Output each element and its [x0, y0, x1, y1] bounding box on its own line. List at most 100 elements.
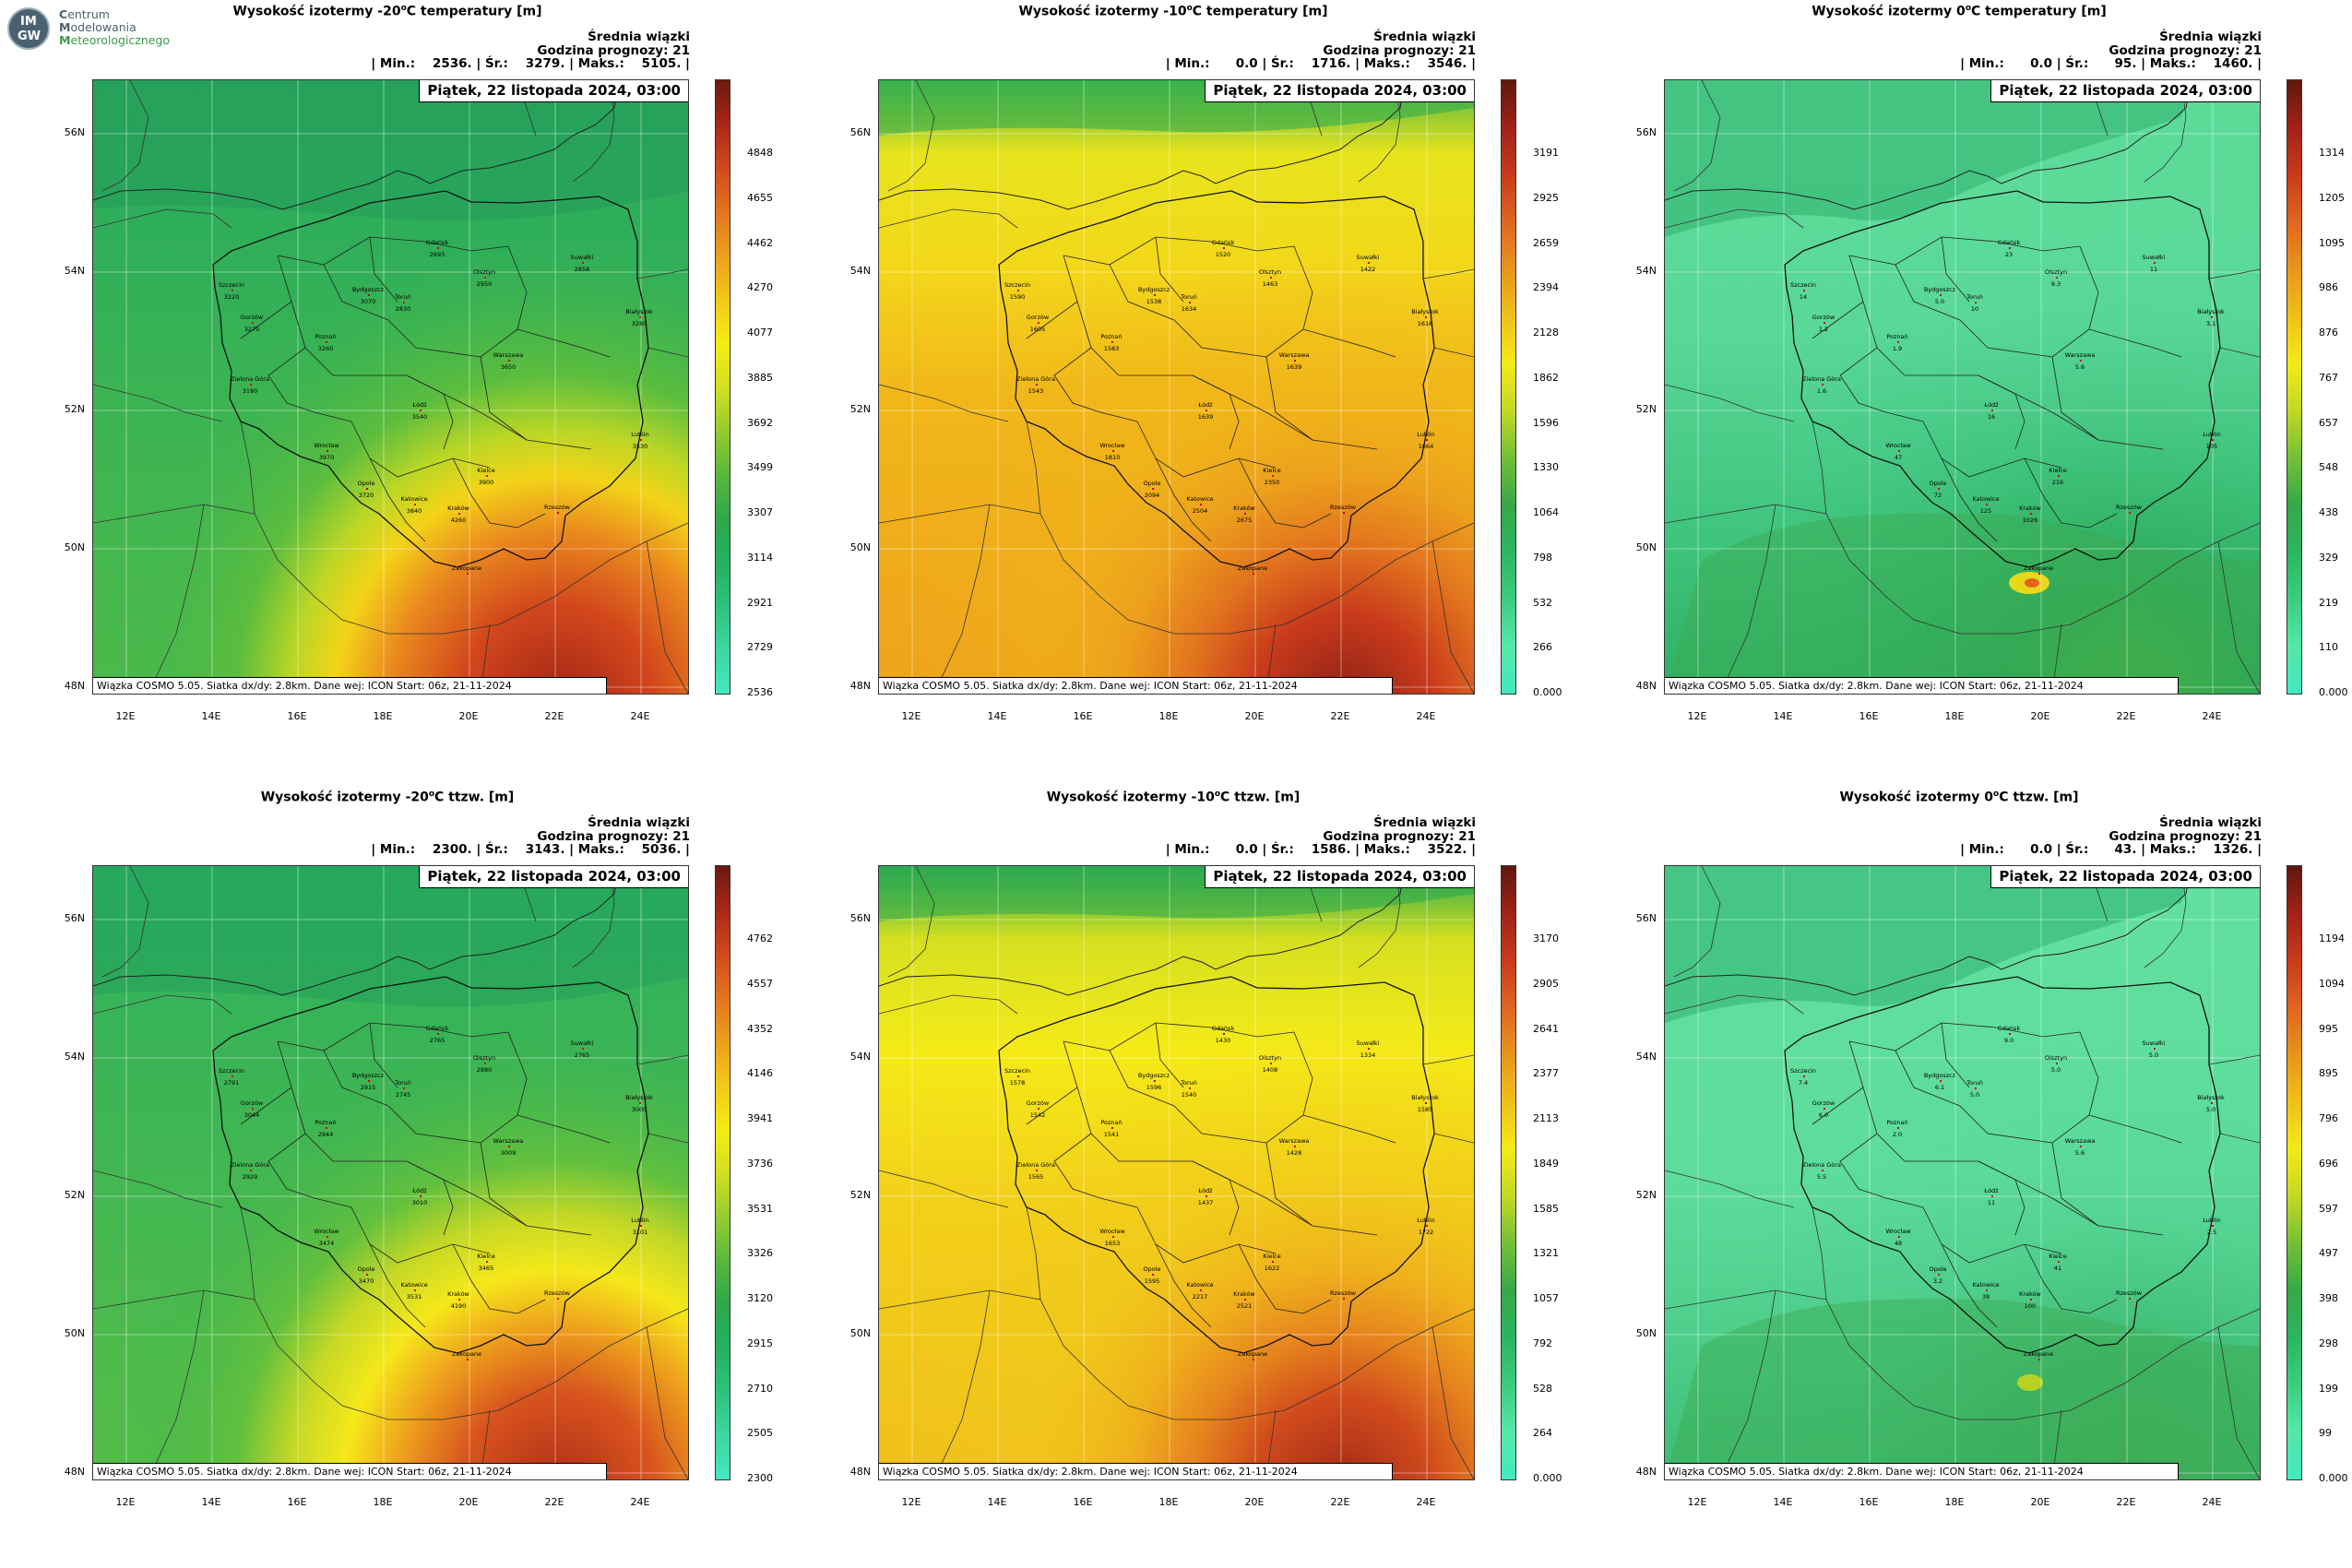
city-value: 1565: [1028, 1173, 1044, 1181]
scale-tick-label: 1849: [1533, 1157, 1559, 1170]
degree-sign: o: [1214, 790, 1220, 799]
lon-tick-label: 14E: [1773, 710, 1793, 722]
stats-line: | Min.: 2536. | Śr.: 3279. | Maks.: 5105…: [371, 56, 690, 71]
city-marker: [2211, 316, 2213, 318]
city-marker: [326, 341, 327, 343]
city-name: Wrocław: [1099, 1228, 1125, 1235]
voivodeship-border: [1941, 1022, 1970, 1088]
country-border: [2144, 80, 2187, 183]
panel-title-pre: Wysokość izotermy -10: [1046, 790, 1215, 805]
city-value: 105: [2205, 443, 2218, 450]
city-value: 2765: [574, 1051, 590, 1059]
panel-title: Wysokość izotermy 0oC temperatury [m]: [1572, 4, 2346, 19]
lat-tick-label: 48N: [849, 1466, 871, 1478]
panel-title-post: C temperatury [m]: [1192, 4, 1328, 19]
voivodeship-border: [2024, 457, 2118, 529]
city-marker: [232, 290, 233, 291]
country-border: [933, 1289, 991, 1479]
city-marker: [1986, 504, 1988, 505]
city-name: Gdańsk: [1997, 1025, 2021, 1032]
city-name: Katowice: [400, 1281, 428, 1289]
city-value: 1578: [1009, 1079, 1026, 1087]
scale-tick-label: 2128: [1533, 327, 1559, 339]
voivodeship-border: [1265, 1031, 1313, 1227]
voivodeship-border: [323, 236, 509, 266]
voivodeship-border: [350, 1206, 491, 1264]
lon-tick-label: 12E: [901, 1496, 921, 1508]
city-name: Katowice: [1972, 495, 2000, 503]
scale-tick-label: 199: [2319, 1382, 2338, 1395]
lat-tick-label: 48N: [1635, 680, 1657, 692]
city-value: 5.6: [2074, 363, 2085, 371]
city-marker: [1152, 488, 1154, 490]
city-name: Białystok: [1411, 308, 1439, 315]
city-marker: [2038, 1359, 2040, 1360]
date-box: Piątek, 22 listopada 2024, 03:00: [419, 80, 688, 102]
coastline: [879, 80, 1406, 210]
city-value: 2350: [1264, 479, 1280, 486]
date-box: Piątek, 22 listopada 2024, 03:00: [1990, 80, 2260, 102]
city-marker: [1036, 384, 1038, 386]
city-value: 47: [1894, 454, 1903, 461]
city-name: Kraków: [447, 1290, 469, 1298]
voivodeship-border: [1839, 1133, 1924, 1208]
city-marker: [582, 262, 584, 264]
color-scale-bar: [2287, 865, 2302, 1480]
city-value: 1422: [1360, 266, 1376, 273]
city-marker: [467, 573, 469, 575]
city-marker: [582, 1048, 584, 1050]
city-value: 2880: [476, 1066, 493, 1074]
country-border: [636, 1054, 688, 1065]
map-area: Gdańsk 1520 Suwałki 1422 Olsztyn 1463 Bydgoszc…: [878, 79, 1475, 695]
city-name: Kielce: [1263, 467, 1281, 474]
city-marker: [557, 512, 559, 514]
voivodeship-border: [480, 1031, 528, 1227]
city-value: 1520: [1215, 251, 1231, 258]
lon-tick-label: 22E: [2116, 1496, 2136, 1508]
city-marker: [486, 475, 488, 477]
stats-line: | Min.: 2300. | Śr.: 3143. | Maks.: 5036…: [371, 842, 690, 857]
color-scale-bar: [1501, 79, 1516, 695]
voivodeship-border: [1063, 1040, 1267, 1144]
city-name: Gorzów: [1812, 314, 1835, 321]
footer-note: Wiązka COSMO 5.05. Siatka dx/dy: 2.8km. …: [1665, 677, 2179, 694]
panel-title: Wysokość izotermy -10oC ttzw. [m]: [786, 790, 1561, 805]
country-border: [879, 504, 1041, 524]
city-marker: [1822, 1170, 1823, 1171]
voivodeship-border: [1155, 1022, 1184, 1088]
hotspot: [2017, 1374, 2043, 1391]
city-name: Kielce: [477, 467, 495, 474]
city-marker: [486, 1261, 488, 1263]
city-marker: [327, 1236, 328, 1238]
country-border: [1673, 866, 1721, 978]
country-border: [2217, 1326, 2260, 1479]
lat-tick-label: 54N: [849, 1051, 871, 1063]
city-name: Rzeszów: [2115, 504, 2143, 511]
city-marker: [368, 294, 370, 296]
city-marker: [366, 488, 368, 490]
city-value: 3.1: [2205, 320, 2216, 327]
panel-title: Wysokość izotermy -10oC temperatury [m]: [786, 4, 1561, 19]
city-value: 3270: [244, 326, 260, 333]
field-overlay: [879, 80, 1474, 694]
city-name: Opole: [1929, 1265, 1947, 1273]
panel-title-post: C ttzw. [m]: [1999, 790, 2079, 805]
lon-tick-label: 20E: [458, 710, 479, 722]
lon-tick-label: 12E: [901, 710, 921, 722]
city-name: Zakopane: [2023, 564, 2054, 572]
scale-tick-label: 4077: [747, 327, 773, 339]
city-marker: [1897, 1127, 1899, 1129]
footer-note: Wiązka COSMO 5.05. Siatka dx/dy: 2.8km. …: [93, 677, 607, 694]
voivodeship-border: [517, 1114, 611, 1144]
lon-tick-label: 24E: [630, 1496, 650, 1508]
scale-tick-label: 796: [2319, 1112, 2338, 1124]
city-marker: [1823, 322, 1825, 324]
city-value: 2.0: [1892, 1131, 1903, 1138]
city-name: Bydgoszcz: [351, 1072, 385, 1079]
country-border: [1719, 1289, 1776, 1479]
city-marker: [2080, 360, 2082, 362]
forecast-hour: Godzina prognozy: 21: [537, 42, 690, 58]
city-name: Kielce: [2049, 1253, 2067, 1260]
city-value: 5.0: [1934, 298, 1945, 305]
lon-tick-label: 12E: [1687, 1496, 1707, 1508]
